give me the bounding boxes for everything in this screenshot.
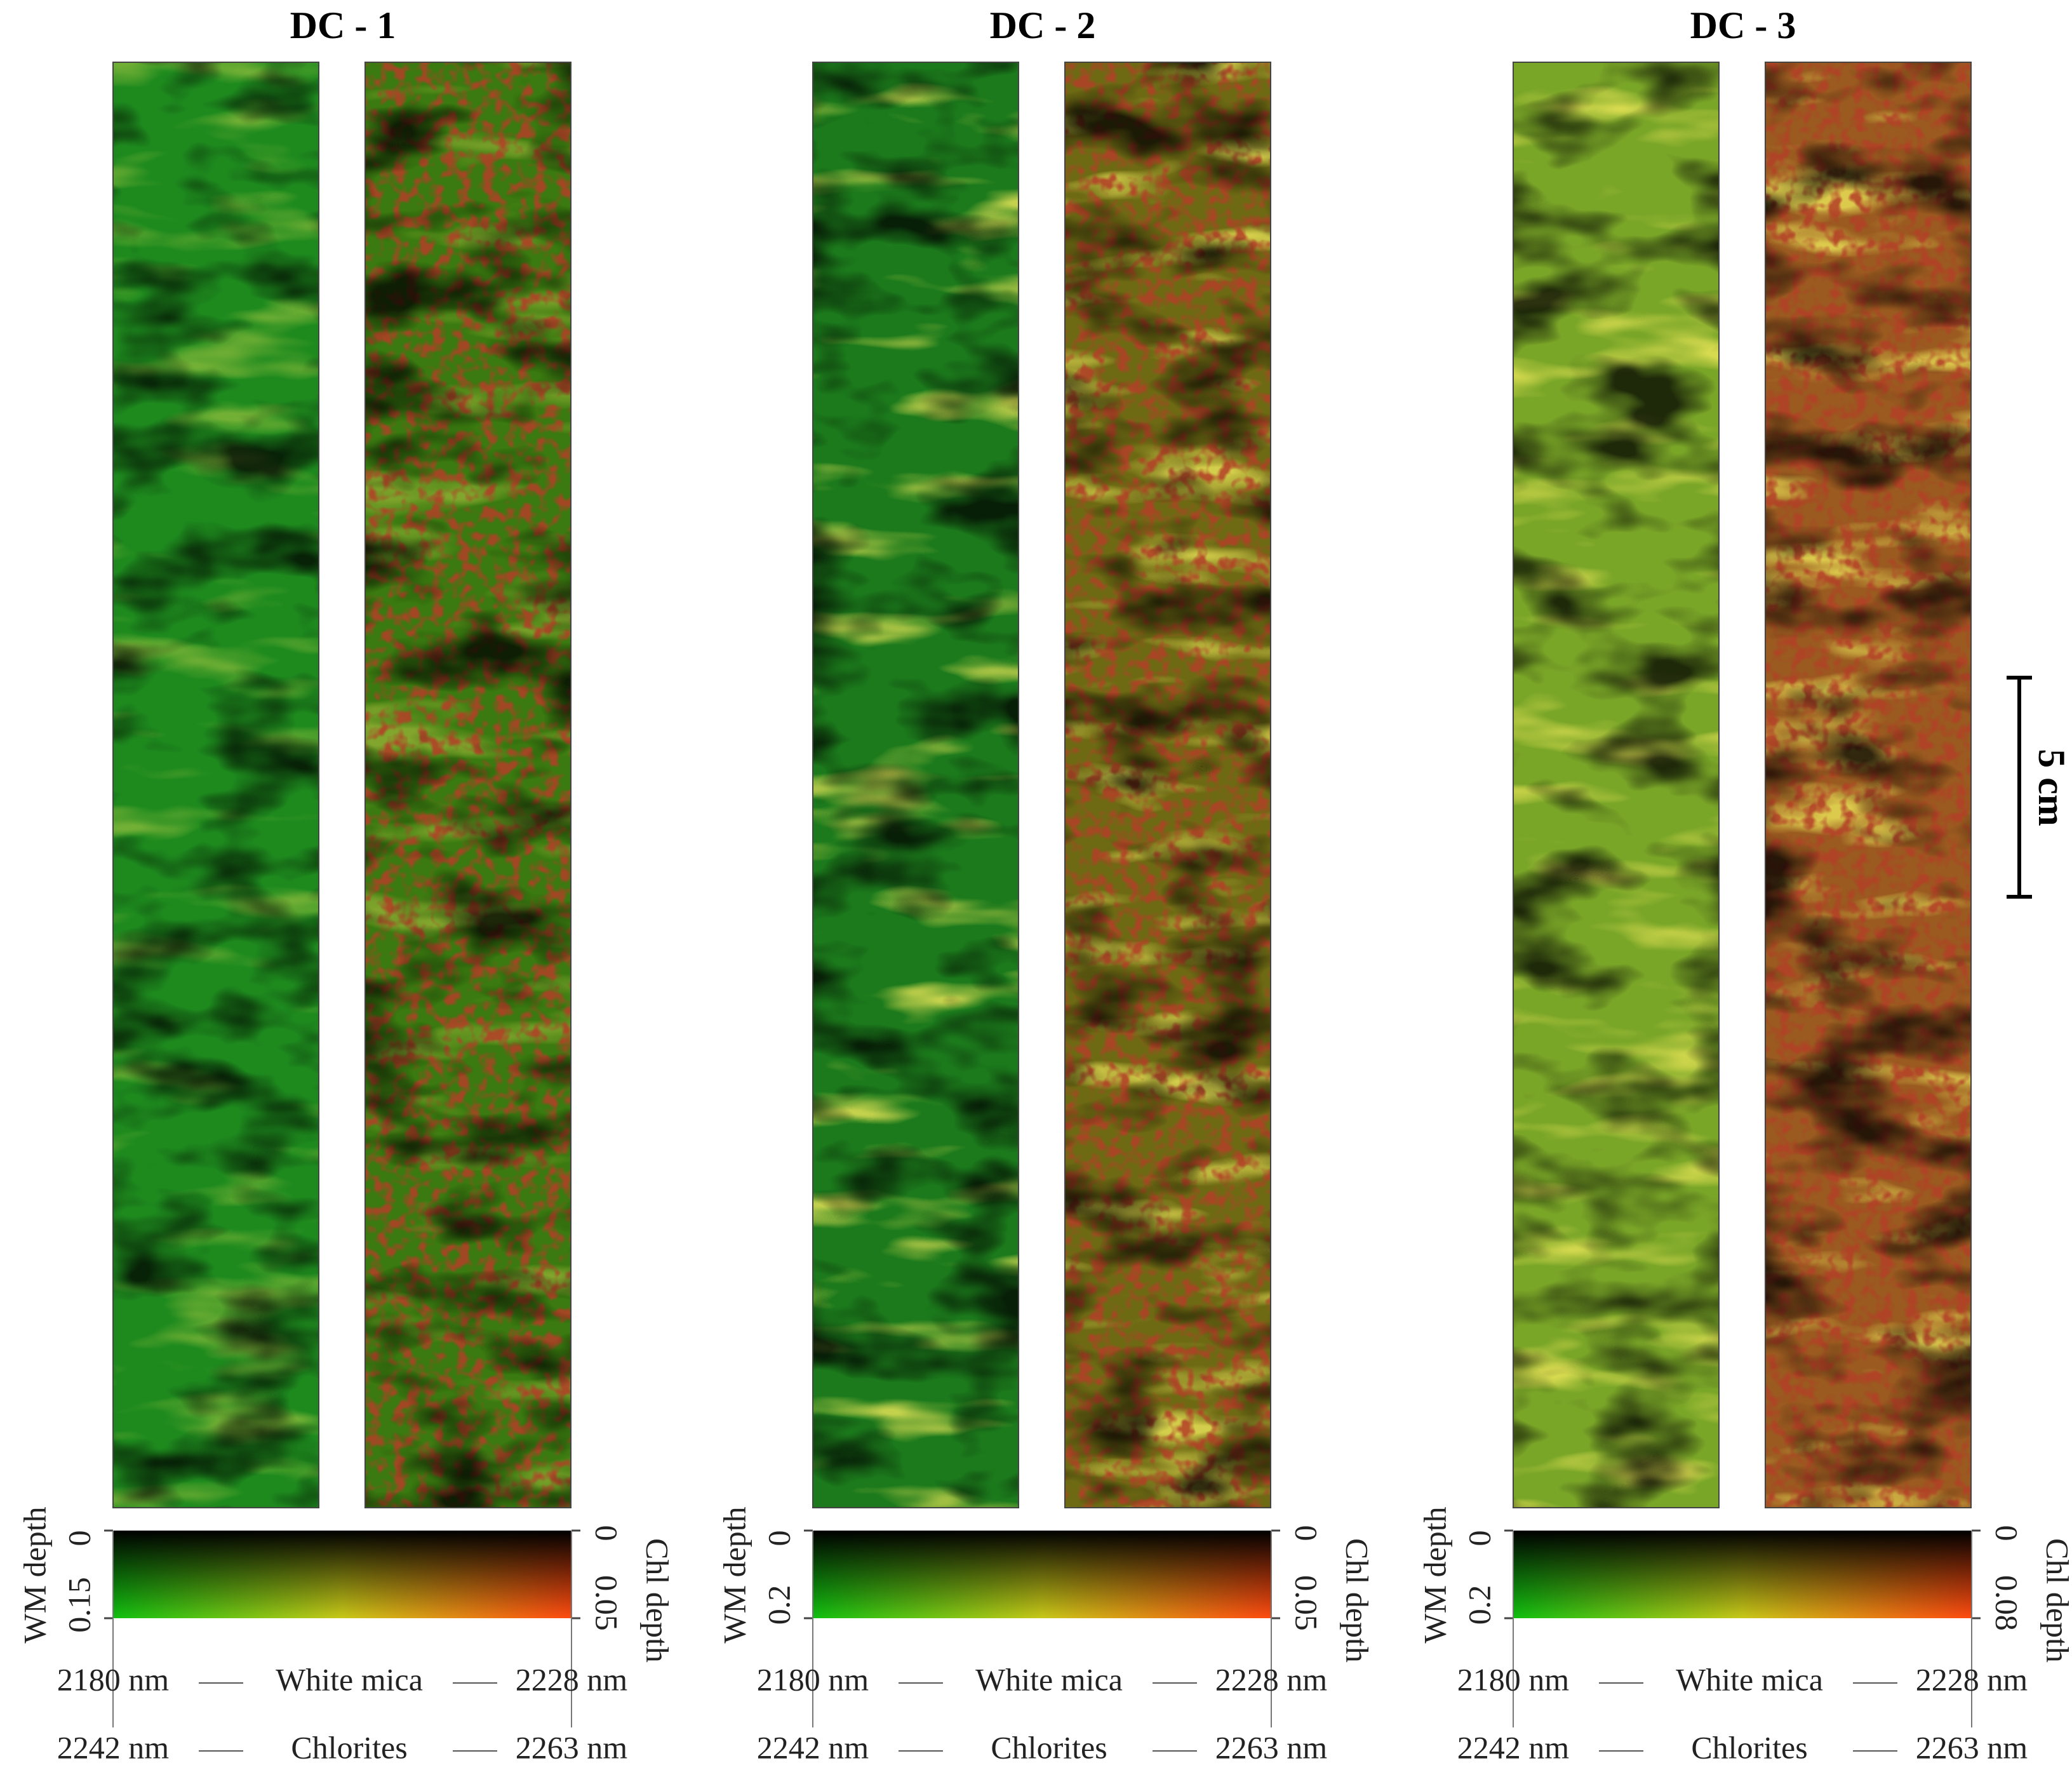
wm-tick-label: 0 [61, 1531, 97, 1546]
wm-label: WM depth [1417, 1506, 1452, 1643]
legend-start: 2242 nm [757, 1729, 869, 1765]
map-dark [1065, 62, 1271, 1508]
legend-name: Chlorites [291, 1729, 407, 1765]
legend-start: 2180 nm [1457, 1661, 1570, 1697]
legend-end: 2263 nm [1916, 1729, 2028, 1765]
wm-tick-label: 0 [761, 1531, 796, 1546]
legend-name: Chlorites [991, 1729, 1107, 1765]
colorbar-shade [813, 1531, 1271, 1618]
scale-label: 5 cm [2031, 749, 2072, 826]
legend-start: 2242 nm [57, 1729, 170, 1765]
chl-tick-label: 0.05 [589, 1575, 625, 1631]
legend-name: White mica [1676, 1661, 1823, 1697]
chl-tick-label: 0.08 [1989, 1575, 2025, 1631]
chl-label: Chl depth [1340, 1538, 1375, 1663]
chl-tick-label: 0 [1989, 1525, 2025, 1541]
map-dark [1513, 62, 1719, 1508]
wm-tick-label: 0.2 [1461, 1585, 1497, 1625]
wm-tick-label: 0 [1461, 1531, 1497, 1546]
legend-name: White mica [975, 1661, 1123, 1697]
map-dark [813, 62, 1019, 1508]
legend-end: 2228 nm [1916, 1661, 2028, 1697]
chl-tick-label: 0 [1289, 1525, 1325, 1541]
wm-tick-label: 0.2 [761, 1585, 796, 1625]
wm-label: WM depth [716, 1506, 752, 1643]
map-frame [1064, 62, 1271, 1508]
wm-tick-label: 0.15 [61, 1577, 97, 1633]
map-frame [1765, 62, 1972, 1508]
legend-end: 2228 nm [1215, 1661, 1328, 1697]
map-dark [365, 62, 571, 1508]
legend-end: 2263 nm [516, 1729, 628, 1765]
map-dark [113, 62, 319, 1508]
legend-name: White mica [276, 1661, 423, 1697]
chl-tick-label: 0 [589, 1525, 625, 1541]
map-frame [812, 62, 1019, 1508]
wm-label: WM depth [17, 1506, 52, 1643]
map-dark [1765, 62, 1971, 1508]
map-frame [364, 62, 571, 1508]
panel-title: DC - 1 [290, 4, 396, 46]
legend-start: 2180 nm [757, 1661, 869, 1697]
legend-name: Chlorites [1691, 1729, 1807, 1765]
colorbar-shade [113, 1531, 571, 1618]
chl-label: Chl depth [2040, 1538, 2072, 1663]
legend-end: 2228 nm [516, 1661, 628, 1697]
chl-tick-label: 0.05 [1289, 1575, 1325, 1631]
colorbar-shade [1513, 1531, 1972, 1618]
panel-title: DC - 2 [990, 4, 1096, 46]
legend-end: 2263 nm [1215, 1729, 1328, 1765]
panel-title: DC - 3 [1690, 4, 1796, 46]
map-frame [112, 62, 319, 1508]
legend-start: 2242 nm [1457, 1729, 1570, 1765]
map-frame [1513, 62, 1720, 1508]
chl-label: Chl depth [640, 1538, 676, 1663]
legend-start: 2180 nm [57, 1661, 170, 1697]
